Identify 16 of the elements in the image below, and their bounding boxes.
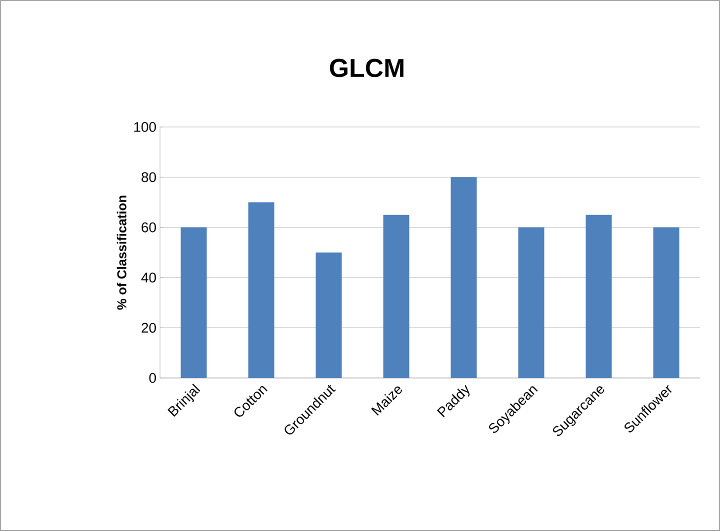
y-axis-title: % of Classification — [116, 196, 126, 310]
bar — [450, 177, 477, 378]
bar — [248, 202, 274, 378]
bar — [180, 227, 207, 378]
y-tick-label: 60 — [142, 222, 156, 232]
y-tick-label: 100 — [134, 122, 156, 132]
bar — [653, 227, 680, 378]
y-tick-label: 80 — [142, 172, 156, 182]
y-tick-label: 0 — [149, 373, 156, 383]
chart-title: GLCM — [330, 58, 404, 78]
y-tick-label: 20 — [142, 322, 156, 333]
y-tick-label: 40 — [141, 272, 156, 283]
bar — [383, 214, 410, 378]
bar — [586, 214, 612, 378]
bar — [316, 252, 342, 378]
bar — [518, 227, 544, 378]
